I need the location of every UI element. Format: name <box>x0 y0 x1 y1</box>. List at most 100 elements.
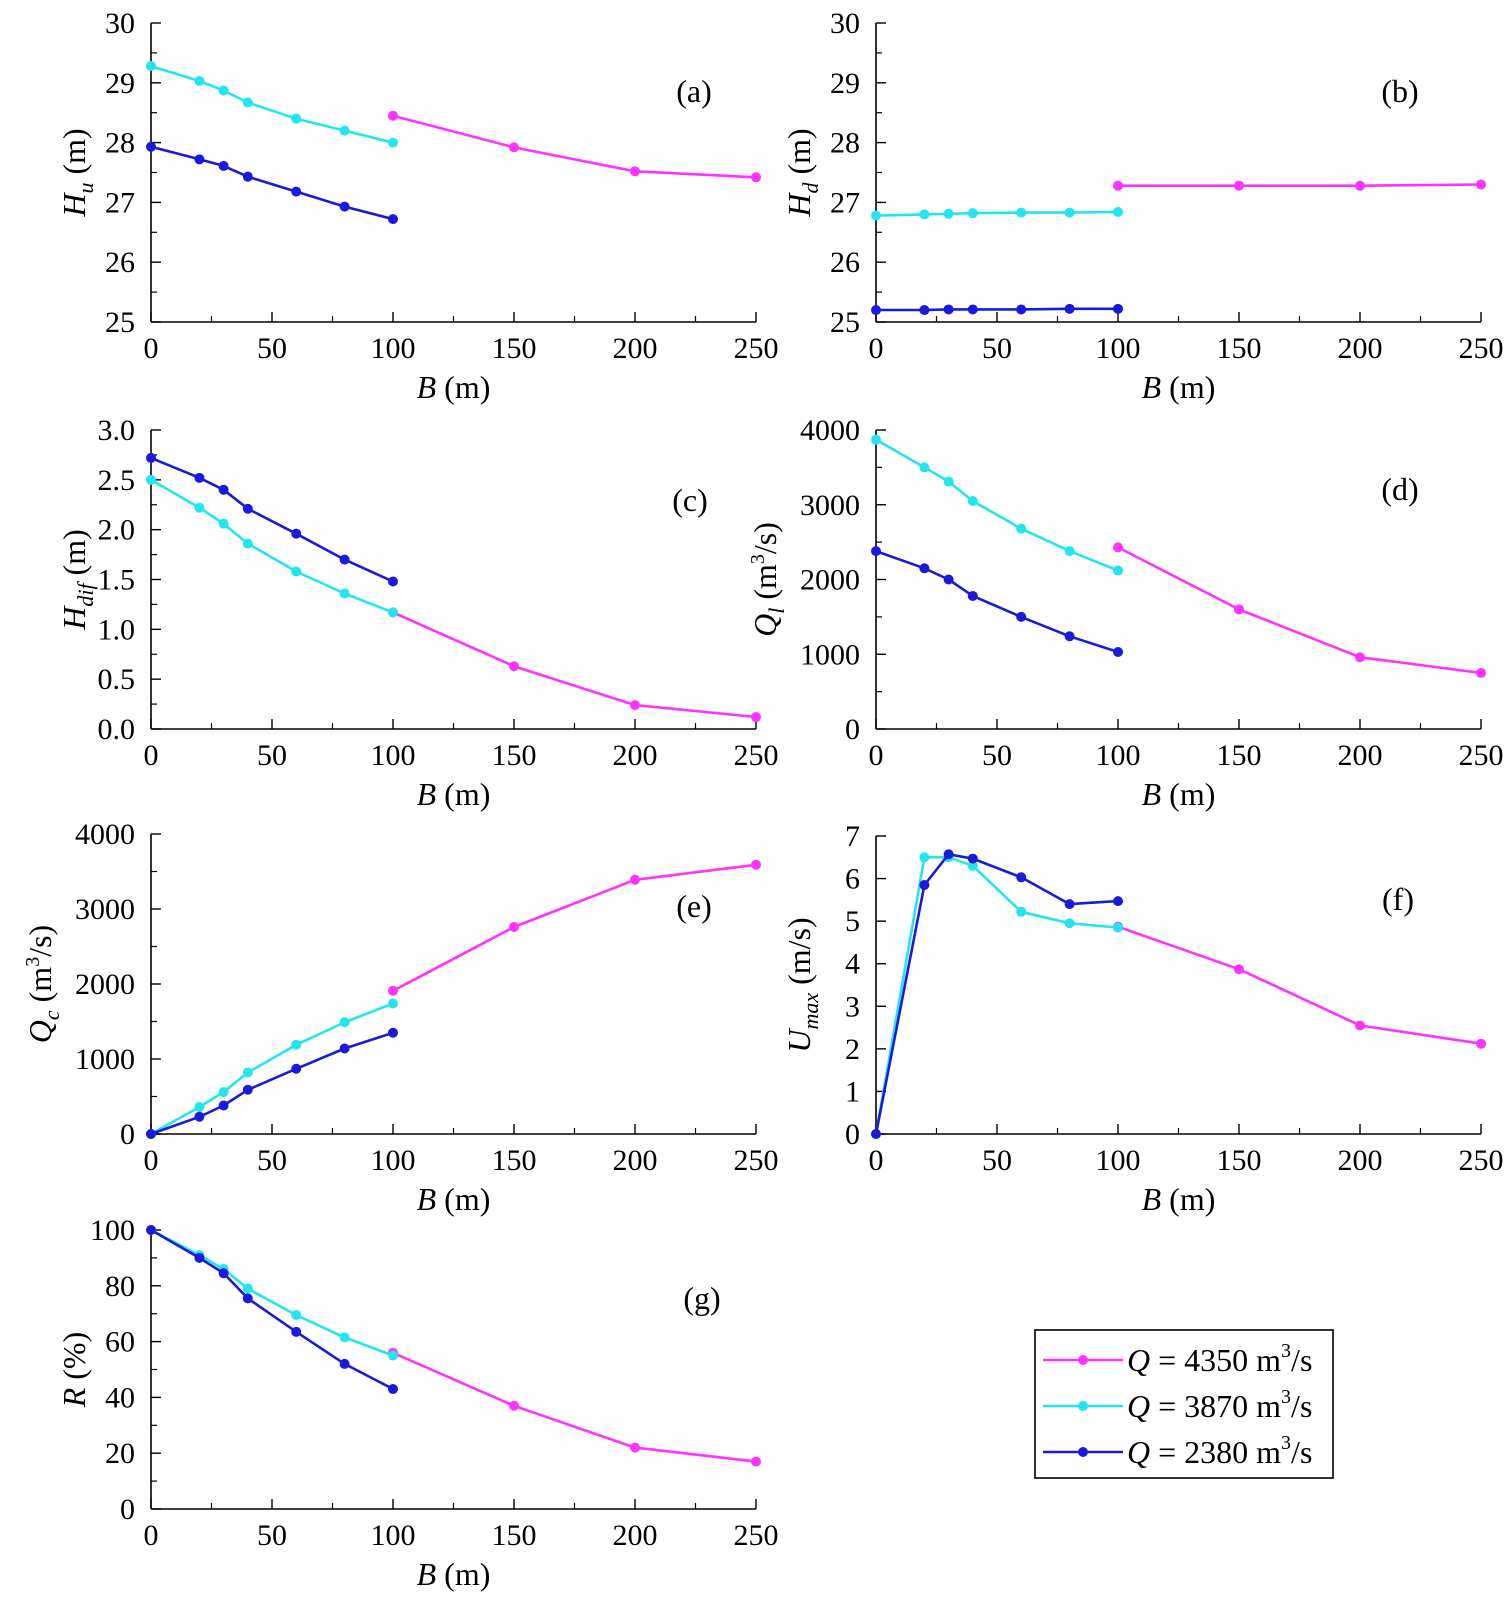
data-point <box>967 496 978 507</box>
y-tick-label: 26 <box>105 246 135 279</box>
x-tick-label: 100 <box>371 332 416 365</box>
data-point <box>1113 922 1123 933</box>
y-tick-label: 20 <box>105 1437 135 1470</box>
x-tick-label: 200 <box>613 739 658 772</box>
x-tick-label: 200 <box>1338 739 1383 772</box>
data-point <box>1113 180 1123 191</box>
data-point <box>388 607 398 618</box>
y-tick-label: 0 <box>120 1493 135 1526</box>
data-point <box>194 1252 205 1263</box>
x-axis-label: B (m) <box>417 776 491 812</box>
x-tick-label: 100 <box>1096 1144 1141 1177</box>
y-tick-label: 60 <box>105 1326 135 1359</box>
x-tick-label: 0 <box>869 1144 884 1177</box>
y-tick-label: 28 <box>830 127 860 160</box>
data-point <box>291 113 302 124</box>
data-point <box>291 186 302 197</box>
series-line <box>1117 925 1482 1045</box>
series-1 <box>871 206 1123 221</box>
y-tick-label: 2 <box>845 1033 860 1066</box>
data-point <box>967 208 978 219</box>
x-tick-label: 0 <box>144 332 159 365</box>
data-point <box>388 1027 398 1038</box>
data-point <box>1476 1038 1486 1049</box>
x-axis-label: B (m) <box>417 1181 491 1217</box>
x-tick-label: 100 <box>1096 332 1141 365</box>
legend-swatch-marker <box>1078 1447 1088 1457</box>
y-tick-label: 2.5 <box>98 464 136 497</box>
chart-panel-c: 0 50 100 150 200 250 0.0 0.5 1.0 1.5 2.0 2.5 3.0 B (m… <box>56 414 779 812</box>
data-point <box>1113 303 1123 314</box>
y-tick-label: 30 <box>830 7 860 40</box>
data-point <box>919 305 930 316</box>
legend-label: Q = 2380 m3/s <box>1127 1432 1312 1470</box>
x-tick-label: 200 <box>613 1144 658 1177</box>
data-point <box>1064 918 1075 929</box>
series-2 <box>146 1225 398 1395</box>
x-tick-label: 50 <box>257 1519 287 1552</box>
chart-panel-e: 0 50 100 150 200 250 0 1000 2000 3000 4000 B (m) Qc … <box>22 818 779 1217</box>
data-point <box>218 160 229 171</box>
series-2 <box>871 849 1123 1139</box>
data-point <box>871 546 881 557</box>
data-point <box>146 474 156 485</box>
y-tick-label: 29 <box>830 67 860 100</box>
y-tick-label: 28 <box>105 127 135 160</box>
y-tick-label: 3000 <box>800 489 860 522</box>
data-point <box>871 305 881 316</box>
data-point <box>339 588 350 599</box>
data-point <box>751 712 761 723</box>
legend-entry-1: Q = 3870 m3/s <box>1043 1386 1312 1424</box>
data-point <box>1016 207 1027 218</box>
data-point <box>242 171 253 182</box>
x-tick-label: 250 <box>1459 332 1504 365</box>
x-tick-label: 150 <box>492 739 537 772</box>
x-axis-label: B (m) <box>417 1556 491 1592</box>
data-point <box>291 528 302 539</box>
data-point <box>1016 906 1027 917</box>
legend-swatch-marker <box>1078 1401 1088 1411</box>
data-point <box>1355 652 1365 663</box>
data-point <box>967 853 978 864</box>
data-point <box>509 661 519 672</box>
data-point <box>919 852 930 863</box>
y-tick-label: 3000 <box>75 893 135 926</box>
series-0 <box>1113 179 1486 191</box>
data-point <box>194 1111 205 1122</box>
series-line <box>392 863 757 992</box>
series-0 <box>1113 542 1486 678</box>
y-tick-label: 0.0 <box>98 713 136 746</box>
x-tick-label: 50 <box>257 1144 287 1177</box>
legend-entry-0: Q = 4350 m3/s <box>1043 1340 1312 1378</box>
x-axis-label: B (m) <box>1142 776 1216 812</box>
panel-label: (e) <box>676 888 712 924</box>
series-0 <box>388 859 761 996</box>
data-point <box>1113 565 1123 576</box>
data-point <box>339 125 350 136</box>
data-point <box>242 1067 253 1078</box>
data-point <box>919 563 930 574</box>
data-point <box>1064 631 1075 642</box>
y-tick-label: 1.5 <box>98 564 136 597</box>
y-axis-label: Qc (m3/s) <box>22 925 64 1043</box>
y-tick-label: 5 <box>845 905 860 938</box>
y-tick-label: 0 <box>845 1118 860 1151</box>
data-point <box>339 1332 350 1343</box>
data-point <box>1064 303 1075 314</box>
data-point <box>146 141 156 152</box>
data-point <box>751 1456 761 1467</box>
x-tick-label: 150 <box>1217 739 1262 772</box>
x-tick-label: 150 <box>492 1144 537 1177</box>
data-point <box>1016 872 1027 883</box>
data-point <box>218 85 229 96</box>
data-point <box>509 142 519 153</box>
data-point <box>630 700 640 711</box>
x-tick-label: 50 <box>257 332 287 365</box>
x-tick-label: 100 <box>371 1519 416 1552</box>
panel-label: (c) <box>672 482 708 518</box>
data-point <box>871 1129 881 1139</box>
data-point <box>388 998 398 1009</box>
y-tick-label: 1000 <box>75 1043 135 1076</box>
